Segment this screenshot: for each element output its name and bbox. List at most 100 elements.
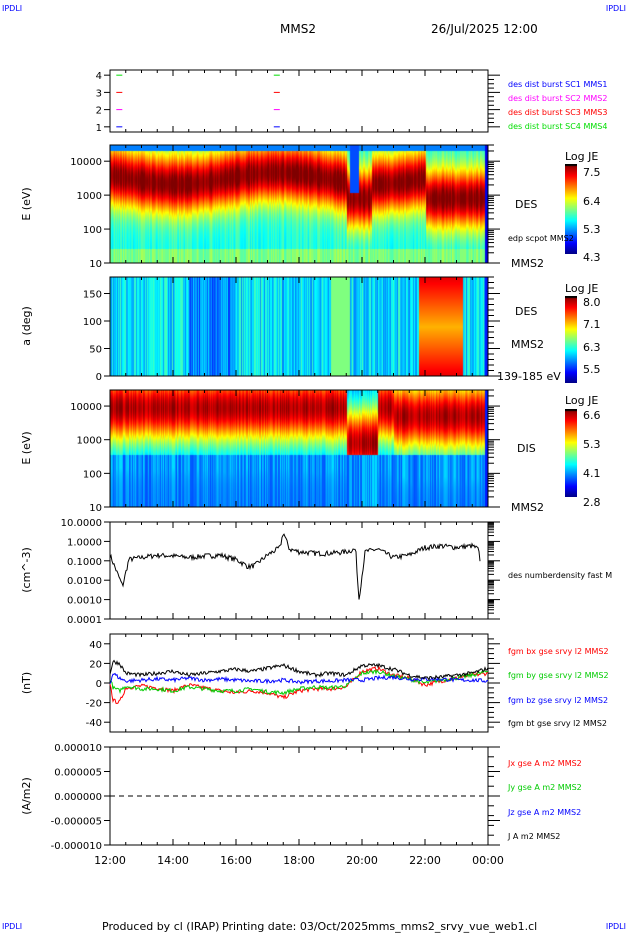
cb-tick: 8.0 bbox=[583, 296, 601, 309]
colorbar-title: Log JE bbox=[565, 282, 599, 295]
jz-legend: Jz gse A m2 MMS2 bbox=[508, 808, 582, 817]
footer-file: mms_mms2_srvy_vue_web1.cl bbox=[368, 920, 538, 933]
dis-energy-spectrogram bbox=[110, 390, 488, 507]
legend-sc1: des dist burst SC1 MMS1 bbox=[508, 80, 608, 89]
x-tick-label: 20:00 bbox=[346, 854, 378, 867]
des-label: DES bbox=[515, 198, 538, 211]
colorbar-des-energy bbox=[565, 164, 577, 254]
x-tick-label: 22:00 bbox=[409, 854, 441, 867]
panel-frame bbox=[109, 276, 489, 377]
corner-logo-br: IPDLI bbox=[605, 922, 626, 931]
y-tick-label: 1 bbox=[96, 123, 102, 134]
y-tick-label: 0.000000 bbox=[54, 792, 102, 803]
corner-logo-tl: IPDLI bbox=[2, 4, 23, 13]
plot-title: MMS2 bbox=[280, 22, 316, 36]
ylabel-pitch: a (deg) bbox=[20, 306, 33, 346]
cb-tick: 2.8 bbox=[583, 496, 601, 509]
plot-date: 26/Jul/2025 12:00 bbox=[431, 22, 538, 36]
bt-legend: fgm bt gse srvy l2 MMS2 bbox=[508, 719, 607, 728]
y-tick-label: 100 bbox=[83, 317, 102, 328]
cb-tick: 5.3 bbox=[583, 223, 601, 236]
y-tick-label: 2 bbox=[96, 106, 102, 117]
cb-tick: 7.5 bbox=[583, 166, 601, 179]
by-legend: fgm by gse srvy l2 MMS2 bbox=[508, 671, 609, 680]
jy-legend: Jy gse A m2 MMS2 bbox=[508, 783, 582, 792]
footer-printing: Printing date: 03/Oct/2025 bbox=[222, 920, 369, 933]
dis-sublabel: MMS2 bbox=[511, 501, 544, 514]
b-line-bz bbox=[109, 672, 489, 685]
x-tick-label: 12:00 bbox=[94, 854, 126, 867]
y-tick-label: 0.1000 bbox=[67, 557, 102, 568]
y-tick-label: -0.000005 bbox=[51, 817, 102, 828]
b-line-by bbox=[109, 669, 489, 696]
y-tick-label: -0.000010 bbox=[51, 841, 102, 852]
y-tick-label: 0.000010 bbox=[54, 743, 102, 754]
ylabel-b: (nT) bbox=[20, 672, 33, 694]
panel-frame bbox=[109, 69, 489, 133]
y-tick-label: 20 bbox=[89, 659, 102, 670]
legend-sc3: des dist burst SC3 MMS3 bbox=[508, 108, 608, 117]
y-tick-label: 0 bbox=[96, 372, 102, 383]
y-tick-label: 0.0001 bbox=[67, 615, 102, 626]
colorbar-title: Log JE bbox=[565, 150, 599, 163]
corner-logo-tr: IPDLI bbox=[605, 4, 626, 13]
ylabel-dis-energy: E (eV) bbox=[20, 431, 33, 464]
scpot-label: edp scpot MMS2 bbox=[508, 234, 574, 243]
ylabel-density: (cm^-3) bbox=[20, 547, 33, 593]
y-tick-label: 1000 bbox=[77, 436, 102, 447]
y-tick-label: 100 bbox=[83, 225, 102, 236]
panel-frame bbox=[109, 389, 489, 508]
des-pitch-spectrogram bbox=[110, 277, 488, 376]
y-tick-label: 10.0000 bbox=[61, 518, 102, 529]
colorbar-title: Log JE bbox=[565, 394, 599, 407]
jx-legend: Jx gse A m2 MMS2 bbox=[508, 759, 582, 768]
des-sublabel: MMS2 bbox=[511, 257, 544, 270]
b-line-bt bbox=[109, 659, 489, 681]
ylabel-j: (A/m2) bbox=[20, 777, 33, 815]
y-tick-label: 0.000005 bbox=[54, 768, 102, 779]
colorbar-dis-energy bbox=[565, 409, 577, 497]
cb-tick: 7.1 bbox=[583, 318, 601, 331]
legend-sc2: des dist burst SC2 MMS2 bbox=[508, 94, 608, 103]
x-tick-label: 00:00 bbox=[472, 854, 504, 867]
des-pitch-sublabel: MMS2 bbox=[511, 338, 544, 351]
y-tick-label: 1.0000 bbox=[67, 537, 102, 548]
cb-tick: 6.6 bbox=[583, 409, 601, 422]
b-line-bx bbox=[109, 665, 489, 705]
y-tick-label: 50 bbox=[89, 345, 102, 356]
y-tick-label: -20 bbox=[86, 699, 102, 710]
y-tick-label: 0 bbox=[96, 679, 102, 690]
energy-range-label: 139-185 eV bbox=[497, 370, 561, 383]
dis-label: DIS bbox=[517, 442, 536, 455]
ylabel-des-energy: E (eV) bbox=[20, 187, 33, 220]
y-tick-label: 10000 bbox=[70, 402, 102, 413]
y-tick-label: 0.0010 bbox=[67, 596, 102, 607]
y-tick-label: 10 bbox=[89, 259, 102, 270]
cb-tick: 6.3 bbox=[583, 341, 601, 354]
x-tick-label: 16:00 bbox=[220, 854, 252, 867]
y-tick-label: 1000 bbox=[77, 191, 102, 202]
footer-produced: Produced by cl (IRAP) bbox=[102, 920, 220, 933]
bz-legend: fgm bz gse srvy l2 MMS2 bbox=[508, 696, 609, 705]
j-legend: J A m2 MMS2 bbox=[508, 832, 561, 841]
corner-logo-bl: IPDLI bbox=[2, 922, 23, 931]
y-tick-label: 10 bbox=[89, 503, 102, 514]
y-tick-label: 0.0100 bbox=[67, 576, 102, 587]
panel-frame bbox=[109, 144, 489, 264]
density-legend: des numberdensity fast M bbox=[508, 571, 613, 580]
y-tick-label: 3 bbox=[96, 88, 102, 99]
bx-legend: fgm bx gse srvy l2 MMS2 bbox=[508, 647, 609, 656]
des-pitch-label: DES bbox=[515, 305, 538, 318]
cb-tick: 4.3 bbox=[583, 251, 601, 264]
colorbar-des-pitch bbox=[565, 296, 577, 383]
cb-tick: 5.3 bbox=[583, 438, 601, 451]
panel-frame bbox=[109, 521, 489, 620]
y-tick-label: 40 bbox=[89, 640, 102, 651]
y-tick-label: 150 bbox=[83, 290, 102, 301]
cb-tick: 5.5 bbox=[583, 363, 601, 376]
y-tick-label: 4 bbox=[96, 71, 102, 82]
x-tick-label: 18:00 bbox=[283, 854, 315, 867]
y-tick-label: 10000 bbox=[70, 157, 102, 168]
